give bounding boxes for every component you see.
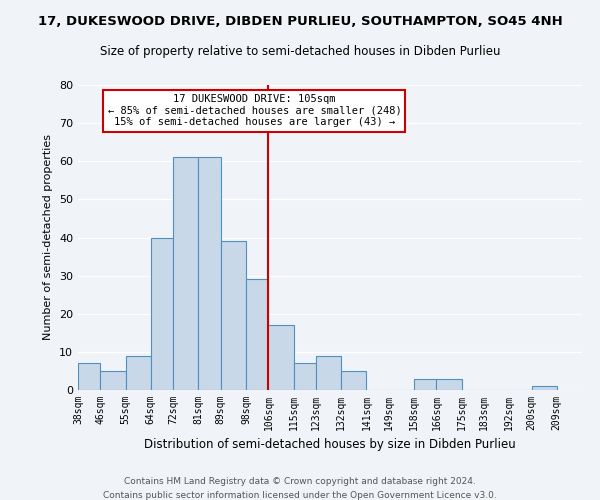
Bar — [78, 364, 100, 390]
X-axis label: Distribution of semi-detached houses by size in Dibden Purlieu: Distribution of semi-detached houses by … — [144, 438, 516, 452]
Text: Contains public sector information licensed under the Open Government Licence v3: Contains public sector information licen… — [103, 491, 497, 500]
Bar — [341, 371, 367, 390]
Bar — [151, 238, 173, 390]
Text: 17, DUKESWOOD DRIVE, DIBDEN PURLIEU, SOUTHAMPTON, SO45 4NH: 17, DUKESWOOD DRIVE, DIBDEN PURLIEU, SOU… — [38, 15, 562, 28]
Bar — [100, 371, 125, 390]
Bar — [532, 386, 557, 390]
Bar — [173, 158, 199, 390]
Bar — [414, 378, 436, 390]
Bar — [125, 356, 151, 390]
Bar — [293, 364, 316, 390]
Bar — [436, 378, 461, 390]
Y-axis label: Number of semi-detached properties: Number of semi-detached properties — [43, 134, 53, 340]
Text: Size of property relative to semi-detached houses in Dibden Purlieu: Size of property relative to semi-detach… — [100, 45, 500, 58]
Bar — [246, 280, 268, 390]
Bar — [268, 325, 293, 390]
Text: Contains HM Land Registry data © Crown copyright and database right 2024.: Contains HM Land Registry data © Crown c… — [124, 478, 476, 486]
Bar — [199, 158, 221, 390]
Text: 17 DUKESWOOD DRIVE: 105sqm
← 85% of semi-detached houses are smaller (248)
15% o: 17 DUKESWOOD DRIVE: 105sqm ← 85% of semi… — [107, 94, 401, 128]
Bar — [316, 356, 341, 390]
Bar — [221, 242, 246, 390]
